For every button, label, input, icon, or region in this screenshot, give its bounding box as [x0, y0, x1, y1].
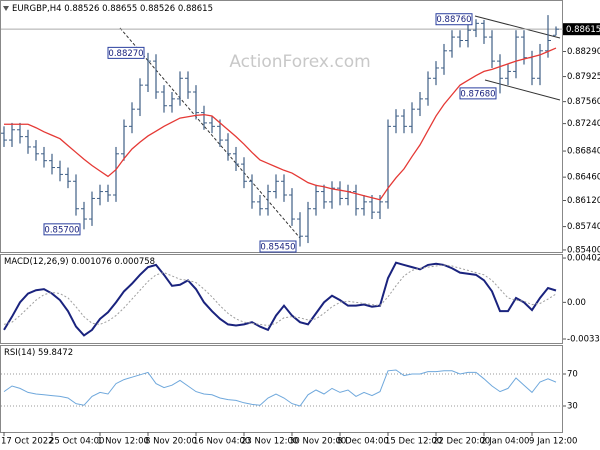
annotation-box: [43, 223, 81, 236]
rsi-panel: [0, 345, 563, 433]
x-tick-label: 9 Jan 12:00: [529, 437, 577, 447]
annotation-box: [107, 46, 145, 59]
signal-last: 0.000758: [115, 257, 156, 267]
annotation-box: [435, 13, 473, 26]
annotation-label: 0.85700: [44, 225, 79, 235]
y-tick-label: 0.88290: [567, 47, 600, 57]
y-tick-label: 0.004024: [567, 254, 600, 264]
x-tick-label: 16 Nov 04:00: [193, 437, 250, 447]
x-tick-label: 30 Nov 20:00: [289, 437, 346, 447]
x-tick-label: 17 Oct 2022: [1, 437, 54, 447]
y-tick-label: 0.87925: [567, 72, 600, 82]
y-tick-label: 0.86840: [567, 147, 600, 157]
last-close: 0.88615: [178, 4, 213, 14]
current-price-label: 0.88615: [566, 25, 600, 35]
x-tick-label: 23 Nov 12:00: [241, 437, 298, 447]
series-line: [3, 264, 557, 326]
macd-title: MACD(12,26,9): [4, 257, 69, 267]
x-tick-label: 8 Nov 20:00: [145, 437, 197, 447]
last-high: 0.88655: [102, 4, 137, 14]
y-tick-label: 0.86460: [567, 173, 600, 183]
macd-panel: [0, 254, 563, 344]
header-icon: [3, 6, 9, 11]
current-price-box: [563, 23, 600, 36]
y-tick-label: 0.87240: [567, 119, 600, 129]
y-tick-label: -0.003326: [567, 334, 600, 344]
annotation-box: [259, 240, 297, 253]
annotation-label: 0.87680: [460, 89, 495, 99]
last-low: 0.88526: [140, 4, 175, 14]
annotation-label: 0.88760: [436, 15, 471, 25]
y-tick-label: 0.85740: [567, 222, 600, 232]
x-tick-label: 22 Dec 20:00: [433, 437, 490, 447]
trend-line: [119, 27, 301, 239]
rsi-last: 59.8472: [38, 348, 73, 358]
series-line: [3, 261, 557, 337]
y-tick-label: 0.86120: [567, 196, 600, 206]
symbol: EURGBP,H4: [12, 4, 62, 14]
annotation-label: 0.85450: [260, 243, 295, 253]
y-tick-label: 0.85400: [567, 245, 600, 255]
x-tick-label: 25 Oct 04:00: [49, 437, 104, 447]
moving-average: [4, 47, 557, 201]
macd-header: MACD(12,26,9) 0.001076 0.000758: [4, 257, 155, 267]
channel-line: [484, 79, 561, 101]
x-tick-label: 1 Nov 12:00: [97, 437, 149, 447]
rsi-header: RSI(14) 59.8472: [4, 348, 73, 358]
y-tick-label: 70: [567, 370, 578, 380]
y-tick-label: 0.87560: [567, 97, 600, 107]
last-open: 0.88526: [64, 4, 99, 14]
channel-line: [474, 15, 561, 39]
y-tick-label: 30: [567, 402, 578, 412]
y-tick-label: 0.00: [567, 298, 586, 308]
annotation-label: 0.88270: [108, 49, 143, 59]
macd-last: 0.001076: [71, 257, 112, 267]
x-tick-label: 15 Dec 12:00: [385, 437, 442, 447]
rsi-title: RSI(14): [4, 348, 35, 358]
watermark: ActionForex.com: [229, 52, 370, 72]
header: EURGBP,H4 0.88526 0.88655 0.88526 0.8861…: [12, 4, 213, 14]
x-tick-label: 2 Jan 04:00: [481, 437, 529, 447]
annotation-box: [459, 87, 497, 100]
x-tick-label: 8 Dec 04:00: [337, 437, 389, 447]
series-line: [3, 369, 557, 407]
